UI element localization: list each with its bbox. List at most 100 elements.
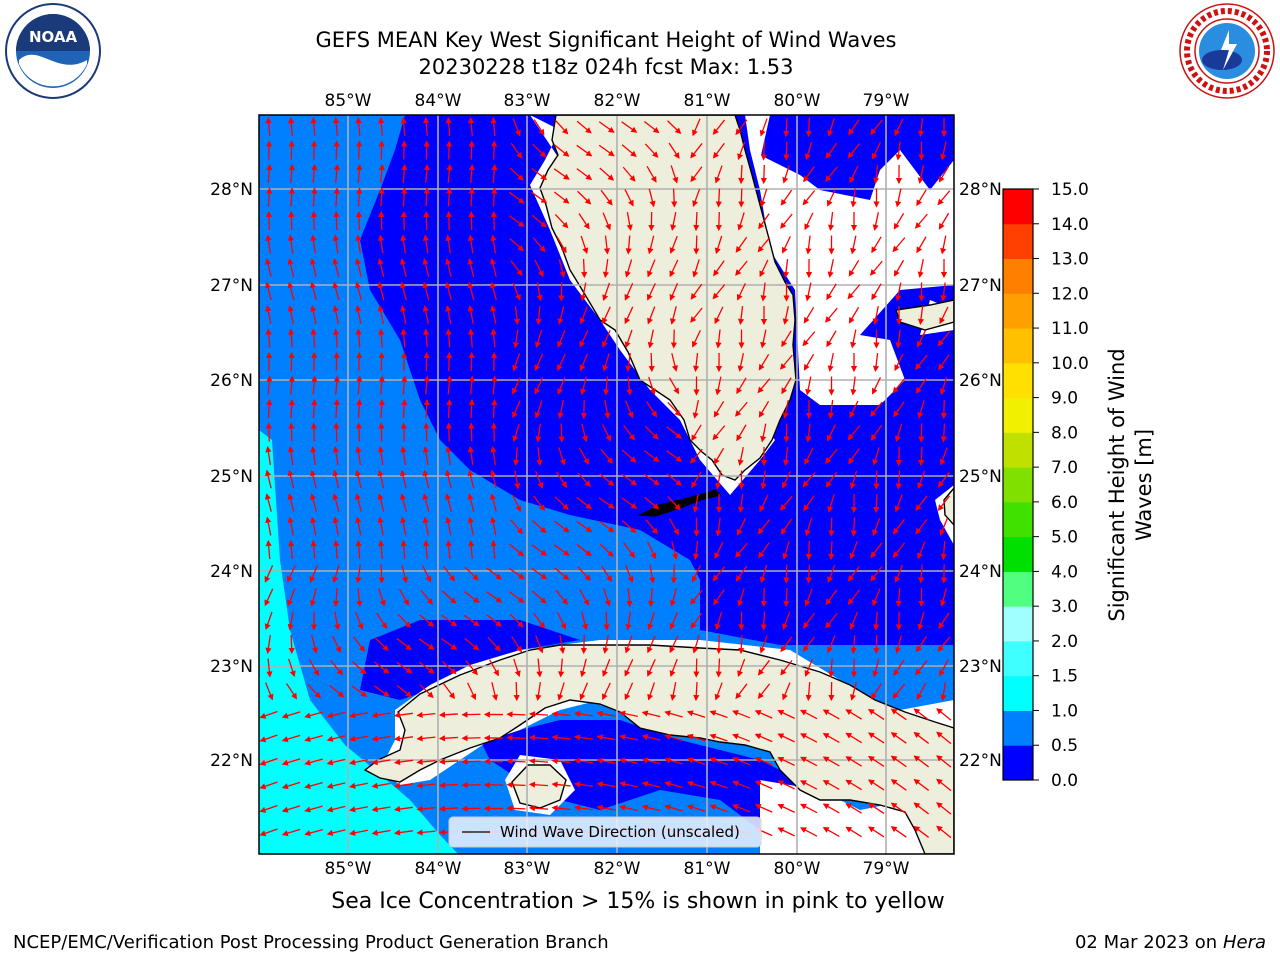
wave-direction-arrowhead <box>712 151 720 159</box>
wave-direction-arrowhead <box>506 734 513 741</box>
wave-direction-arrowhead <box>715 482 722 490</box>
wave-direction-arrowhead <box>686 710 694 717</box>
wave-direction-arrowhead <box>265 446 272 453</box>
wave-direction-arrowhead <box>259 830 267 837</box>
wave-direction-arrowhead <box>382 644 389 652</box>
wave-direction-arrowhead <box>378 577 385 584</box>
wave-direction-arrowhead <box>870 692 877 700</box>
wave-direction-arrowhead <box>422 493 429 500</box>
wave-direction-arrowhead <box>709 804 717 811</box>
wave-direction-arrowhead <box>917 552 923 560</box>
wave-direction-arrowhead <box>606 457 613 464</box>
wave-direction-arrowhead <box>673 528 679 536</box>
wave-direction-arrowhead <box>606 575 612 582</box>
wave-direction-arrowhead <box>845 732 853 739</box>
wave-direction-arrowhead <box>825 621 832 629</box>
wave-direction-arrowhead <box>760 460 768 467</box>
wave-direction-arrowhead <box>893 410 900 418</box>
wave-direction-arrowhead <box>822 709 830 716</box>
wave-direction-arrowhead <box>715 671 722 678</box>
wave-direction-arrowhead <box>467 469 474 477</box>
wave-direction-arrowhead <box>940 131 948 138</box>
wave-direction-arrowhead <box>686 757 694 764</box>
wave-direction-arrowhead <box>690 151 697 159</box>
wave-direction-arrowhead <box>311 187 318 194</box>
wave-direction-arrowhead <box>607 550 614 558</box>
wave-direction-arrowhead <box>732 804 739 810</box>
wave-direction-arrowhead <box>915 527 922 535</box>
wave-direction-arrowhead <box>647 247 654 255</box>
colorbar-segment <box>1003 710 1033 746</box>
wave-direction-arrowhead <box>895 178 903 185</box>
wave-direction-arrowhead <box>265 116 272 124</box>
wave-direction-arrowhead <box>940 295 947 302</box>
wave-direction-arrowhead <box>892 692 899 699</box>
wave-direction-arrowhead <box>356 163 363 171</box>
wave-direction-arrowhead <box>378 328 385 335</box>
wave-direction-arrowhead <box>780 645 787 653</box>
wave-direction-arrowhead <box>825 457 832 464</box>
wave-direction-arrowhead <box>894 364 901 372</box>
wave-direction-arrowhead <box>603 248 611 255</box>
wave-direction-arrowhead <box>310 600 316 607</box>
wave-direction-arrowhead <box>870 128 877 135</box>
wave-direction-arrowhead <box>735 269 742 276</box>
wave-direction-arrowhead <box>393 711 401 719</box>
wave-direction-arrowhead <box>873 483 880 490</box>
wave-direction-arrowhead <box>377 493 384 500</box>
wave-direction-arrowhead <box>628 551 636 559</box>
wave-direction-arrowhead <box>738 483 745 490</box>
wave-direction-arrowhead <box>422 516 429 524</box>
wave-direction-arrowhead <box>893 669 900 676</box>
wave-direction-arrowhead <box>781 246 788 254</box>
wave-direction-arrowhead <box>355 328 362 335</box>
wave-direction-arrowhead <box>445 469 452 477</box>
lon-label: 83°W <box>504 859 551 879</box>
wave-direction-arrowhead <box>291 692 298 700</box>
wave-direction-arrowhead <box>491 351 498 359</box>
wave-direction-arrowhead <box>444 493 451 500</box>
wave-direction-arrowhead <box>379 599 386 607</box>
wave-direction-arrowhead <box>313 669 319 677</box>
wave-direction-arrowhead <box>603 389 610 396</box>
wave-direction-arrowhead <box>804 670 811 677</box>
wave-direction-arrowhead <box>539 526 547 534</box>
wave-direction-arrowhead <box>652 433 659 440</box>
wave-direction-arrowhead <box>450 643 458 650</box>
wave-direction-arrowhead <box>540 573 548 580</box>
wave-direction-arrowhead <box>445 234 452 241</box>
land-florida <box>539 115 797 481</box>
wave-direction-arrowhead <box>760 154 767 161</box>
wave-direction-arrowhead <box>468 328 475 335</box>
wave-direction-arrowhead <box>650 175 657 183</box>
wave-direction-arrowhead <box>664 710 671 717</box>
wave-direction-arrowhead <box>583 599 589 606</box>
wave-direction-arrowhead <box>483 805 490 812</box>
wave-direction-arrowhead <box>782 318 789 325</box>
wave-direction-arrowhead <box>371 712 379 719</box>
wave-direction-arrowhead <box>916 246 923 254</box>
wave-direction-arrowhead <box>513 694 520 702</box>
wave-direction-arrowhead <box>356 375 363 382</box>
wave-direction-arrowhead <box>287 516 294 524</box>
wave-direction-arrowhead <box>871 293 878 301</box>
wave-direction-arrowhead <box>538 504 546 512</box>
wave-direction-arrowhead <box>847 598 854 605</box>
wave-direction-arrowhead <box>828 694 835 702</box>
wave-direction-arrowhead <box>624 270 631 278</box>
colorbar-tick-label: 6.0 <box>1051 493 1078 513</box>
wave-direction-arrowhead <box>438 782 446 789</box>
wave-direction-arrowhead <box>427 620 435 627</box>
wave-direction-arrowhead <box>782 271 790 279</box>
wave-direction-arrowhead <box>848 457 855 465</box>
wave-direction-arrowhead <box>624 669 631 677</box>
wave-direction-arrowhead <box>629 175 636 182</box>
wave-direction-arrowhead <box>686 733 694 740</box>
wave-direction-arrowhead <box>940 553 947 561</box>
wave-direction-arrowhead <box>939 388 946 396</box>
wave-direction-arrowhead <box>551 781 558 788</box>
wave-direction-arrowhead <box>288 140 295 147</box>
wave-direction-arrowhead <box>686 780 694 787</box>
wave-direction-arrowhead <box>604 599 611 607</box>
wave-direction-arrowhead <box>669 670 676 677</box>
